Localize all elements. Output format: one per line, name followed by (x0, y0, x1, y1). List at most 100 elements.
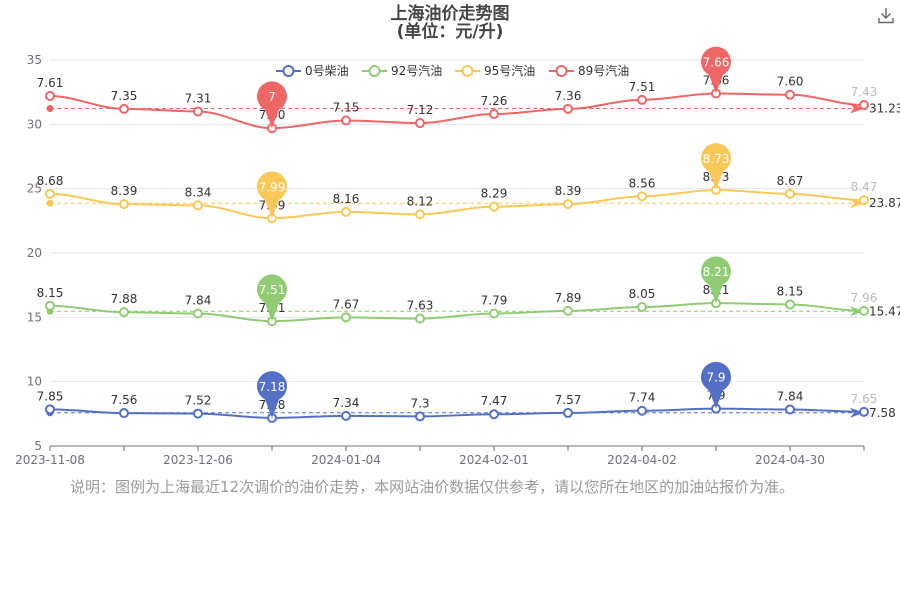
data-point (341, 206, 351, 217)
data-point (119, 103, 129, 114)
data-point (785, 89, 795, 100)
data-label: 8.12 (407, 194, 434, 208)
min-marker-pin (257, 371, 288, 418)
legend-label: 89号汽油 (578, 63, 629, 78)
data-point (193, 308, 203, 319)
data-point (859, 100, 869, 111)
data-label: 8.67 (777, 174, 804, 188)
average-label: 7.58 (869, 406, 896, 420)
data-label: 8.05 (629, 287, 656, 301)
legend-symbol (555, 65, 568, 77)
data-label: 8.34 (185, 185, 212, 199)
average-arrow (850, 103, 864, 114)
max-marker-pin-label: 7.66 (703, 55, 730, 69)
max-marker-pin (701, 256, 732, 304)
data-point (859, 305, 869, 316)
data-point (341, 115, 351, 126)
legend-item[interactable]: 0号柴油 (276, 64, 349, 78)
data-point (341, 410, 351, 421)
max-marker-pin (701, 143, 732, 190)
min-marker-pin (257, 274, 288, 322)
average-label: 15.47 (869, 304, 900, 318)
min-marker-pin-label: 7 (268, 90, 276, 104)
data-label: 8.39 (111, 184, 138, 198)
data-point (859, 195, 869, 206)
data-label: 7.61 (37, 76, 64, 90)
min-marker-pin-label: 7.51 (259, 283, 286, 297)
y-tick-label: 25 (27, 182, 42, 196)
data-label: 7.12 (407, 103, 434, 117)
min-marker-pin-label: 7.18 (259, 380, 286, 394)
data-label: 7.15 (333, 100, 360, 114)
data-label: 7.67 (333, 297, 360, 311)
data-label: 7.89 (555, 291, 582, 305)
data-point (193, 106, 203, 117)
data-point (489, 109, 499, 120)
data-label: 7.88 (111, 292, 138, 306)
data-point (489, 201, 499, 212)
min-marker-pin-label: 7.99 (259, 180, 286, 194)
y-tick-label: 5 (34, 439, 42, 453)
max-marker-pin (701, 46, 732, 94)
chart-title-text: 上海油价走势图 (390, 4, 510, 24)
data-point (45, 404, 55, 415)
legend-item[interactable]: 89号汽油 (549, 63, 629, 78)
average-label: 23.87 (869, 196, 900, 210)
y-tick-label: 35 (27, 53, 42, 67)
legend-symbol (282, 65, 295, 77)
data-point (45, 91, 55, 102)
max-marker-pin-label: 7.9 (706, 371, 725, 385)
data-point (193, 200, 203, 211)
data-label: 7.74 (629, 391, 656, 405)
footnote: 说明：图例为上海最近12次调价的油价走势，本网站油价数据仅供参考，请以您所在地区… (70, 478, 795, 496)
legend-label: 0号柴油 (305, 64, 349, 78)
data-label: 8.39 (555, 184, 582, 198)
data-point (489, 409, 499, 420)
legend-item[interactable]: 95号汽油 (455, 63, 535, 78)
legend-item[interactable]: 92号汽油 (362, 63, 442, 78)
data-label: 7.84 (185, 293, 212, 307)
data-point (563, 199, 573, 210)
data-point (119, 199, 129, 210)
y-tick-label: 10 (27, 375, 42, 389)
y-tick-label: 20 (27, 246, 42, 260)
data-label: 7.34 (333, 396, 360, 410)
data-point (637, 94, 647, 105)
data-label: 7.3 (410, 396, 429, 410)
data-label: 7.56 (111, 393, 138, 407)
data-point (341, 312, 351, 323)
data-label: 7.57 (555, 393, 582, 407)
y-tick-label: 30 (27, 117, 42, 131)
x-tick-label: 2023-12-06 (163, 453, 233, 467)
data-point (637, 191, 647, 202)
y-tick-label: 15 (27, 310, 42, 324)
data-label: 7.96 (851, 291, 878, 305)
data-label: 7.47 (481, 394, 508, 408)
max-marker-pin-label: 8.21 (703, 265, 730, 279)
data-point (45, 300, 55, 311)
data-label: 8.29 (481, 187, 508, 201)
data-point (637, 405, 647, 416)
average-start-marker (46, 105, 54, 113)
data-point (415, 411, 425, 422)
data-label: 7.63 (407, 299, 434, 313)
download-icon[interactable] (876, 6, 896, 26)
data-point (415, 313, 425, 324)
data-label: 7.52 (185, 394, 212, 408)
data-point (489, 308, 499, 319)
data-label: 7.31 (185, 91, 212, 105)
data-label: 7.65 (851, 392, 878, 406)
data-label: 8.47 (851, 180, 878, 194)
data-point (45, 188, 55, 199)
data-label: 7.84 (777, 389, 804, 403)
data-label: 7.51 (629, 80, 656, 94)
data-point (785, 404, 795, 415)
x-tick-label: 2024-04-30 (755, 453, 825, 467)
data-point (193, 408, 203, 419)
data-point (637, 302, 647, 313)
data-label: 8.15 (777, 284, 804, 298)
legend-label: 95号汽油 (484, 63, 535, 78)
data-label: 8.15 (37, 286, 64, 300)
legend-symbol (461, 65, 474, 77)
